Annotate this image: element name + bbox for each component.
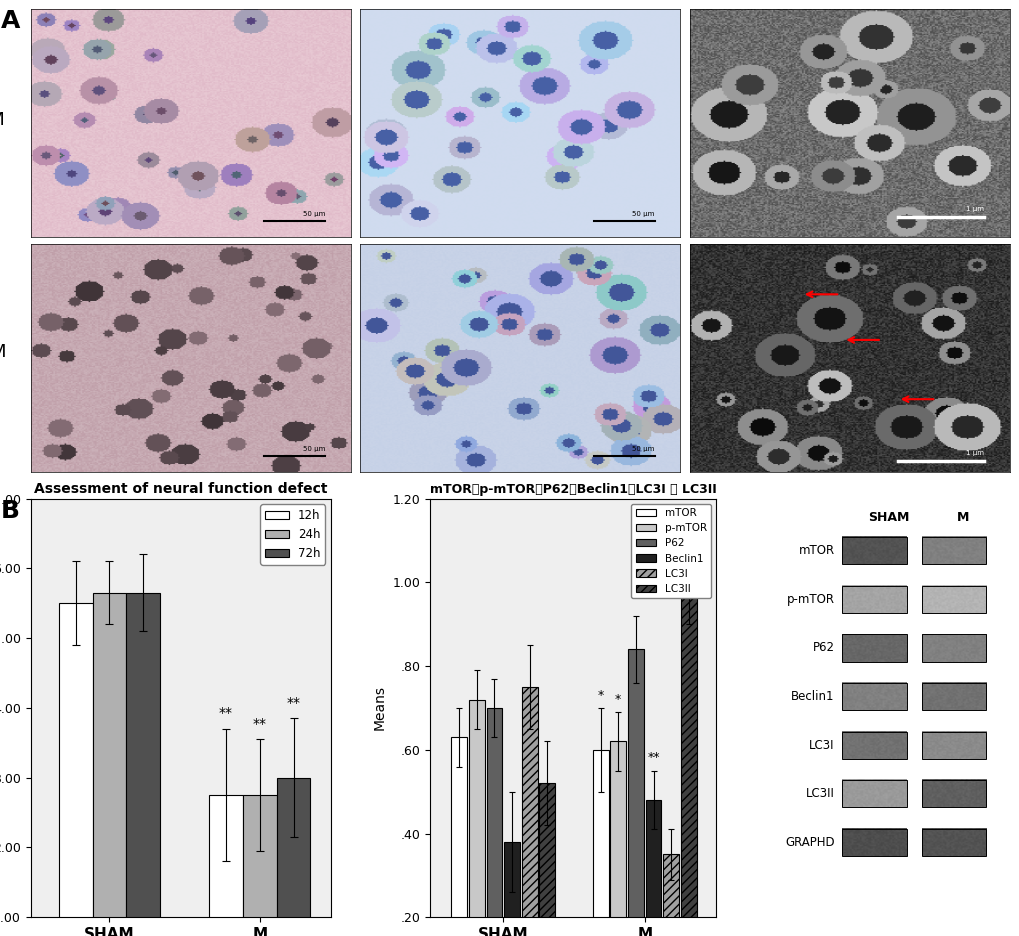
Text: 50 μm: 50 μm bbox=[303, 446, 325, 451]
Text: C: C bbox=[661, 499, 680, 522]
Text: 1 μm: 1 μm bbox=[965, 206, 983, 212]
Bar bbox=[628, 650, 643, 936]
Text: **: ** bbox=[219, 707, 232, 721]
Text: M: M bbox=[956, 511, 968, 524]
Text: p-mTOR: p-mTOR bbox=[786, 592, 834, 606]
Text: *: * bbox=[614, 693, 621, 706]
Text: **: ** bbox=[682, 538, 694, 551]
Text: LC3II: LC3II bbox=[805, 787, 834, 800]
Bar bbox=[921, 683, 985, 710]
Text: LC3I: LC3I bbox=[808, 739, 834, 752]
Text: M: M bbox=[0, 343, 6, 360]
Bar bbox=[921, 828, 985, 856]
Bar bbox=[842, 732, 906, 759]
Text: **: ** bbox=[647, 752, 659, 765]
Bar bbox=[842, 635, 906, 662]
Bar bbox=[93, 592, 126, 936]
Text: P62: P62 bbox=[812, 641, 834, 654]
Title: Assessment of neural function defect: Assessment of neural function defect bbox=[34, 482, 327, 496]
Text: B: B bbox=[1, 499, 20, 522]
Bar bbox=[842, 828, 906, 856]
Bar bbox=[921, 780, 985, 807]
Text: *: * bbox=[597, 689, 603, 702]
Bar bbox=[842, 537, 906, 564]
Y-axis label: Means: Means bbox=[373, 685, 386, 730]
Bar bbox=[609, 741, 626, 936]
Bar bbox=[662, 855, 679, 936]
Bar bbox=[450, 738, 467, 936]
Bar bbox=[503, 841, 520, 936]
Bar bbox=[469, 699, 484, 936]
Text: Beclin1: Beclin1 bbox=[791, 690, 834, 703]
Text: SHAM: SHAM bbox=[867, 511, 909, 524]
Title: mTOR、p-mTOR、P62、Beclin1、LC3I 、 LC3II: mTOR、p-mTOR、P62、Beclin1、LC3I 、 LC3II bbox=[429, 483, 715, 496]
Bar bbox=[486, 708, 501, 936]
Text: **: ** bbox=[286, 696, 301, 710]
Bar bbox=[681, 591, 696, 936]
Bar bbox=[276, 778, 310, 936]
Bar bbox=[592, 750, 608, 936]
Text: 50 μm: 50 μm bbox=[303, 211, 325, 217]
Bar bbox=[209, 796, 243, 936]
Text: 1 μm: 1 μm bbox=[965, 450, 983, 456]
Bar bbox=[921, 635, 985, 662]
Bar bbox=[126, 592, 160, 936]
Bar bbox=[921, 537, 985, 564]
Bar bbox=[645, 800, 660, 936]
Bar bbox=[842, 683, 906, 710]
Bar bbox=[921, 586, 985, 613]
Legend: 12h, 24h, 72h: 12h, 24h, 72h bbox=[260, 505, 325, 564]
Bar bbox=[59, 604, 93, 936]
Text: A: A bbox=[1, 9, 20, 34]
Legend: mTOR, p-mTOR, P62, Beclin1, LC3I, LC3II: mTOR, p-mTOR, P62, Beclin1, LC3I, LC3II bbox=[631, 504, 710, 598]
Bar bbox=[243, 796, 276, 936]
Bar bbox=[842, 780, 906, 807]
Text: **: ** bbox=[253, 717, 266, 731]
Text: mTOR: mTOR bbox=[798, 545, 834, 557]
Text: GRAPHD: GRAPHD bbox=[785, 836, 834, 849]
Text: 50 μm: 50 μm bbox=[632, 211, 654, 217]
Bar bbox=[522, 687, 537, 936]
Bar bbox=[842, 586, 906, 613]
Text: SHAM: SHAM bbox=[0, 111, 6, 129]
Text: 50 μm: 50 μm bbox=[632, 446, 654, 451]
Bar bbox=[539, 783, 554, 936]
Bar bbox=[921, 732, 985, 759]
